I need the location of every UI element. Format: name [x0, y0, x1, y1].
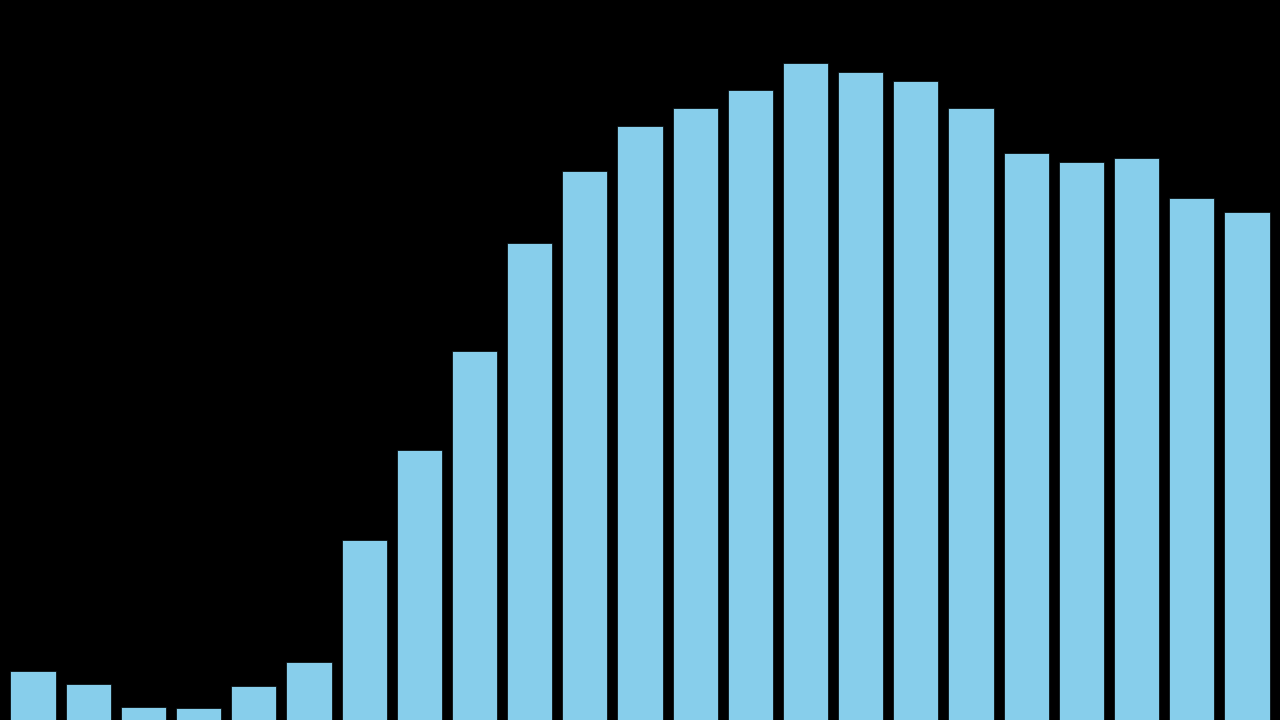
Bar: [562, 171, 608, 720]
Bar: [397, 450, 442, 720]
Bar: [342, 540, 387, 720]
Bar: [672, 108, 718, 720]
Bar: [783, 63, 828, 720]
Bar: [1224, 212, 1270, 720]
Bar: [287, 662, 332, 720]
Bar: [948, 108, 993, 720]
Bar: [617, 126, 663, 720]
Bar: [838, 72, 883, 720]
Bar: [728, 90, 773, 720]
Bar: [175, 708, 221, 720]
Bar: [1169, 198, 1215, 720]
Bar: [120, 706, 166, 720]
Bar: [452, 351, 497, 720]
Bar: [1004, 153, 1048, 720]
Bar: [1059, 162, 1103, 720]
Bar: [1114, 158, 1160, 720]
Bar: [10, 670, 56, 720]
Bar: [65, 684, 111, 720]
Bar: [507, 243, 552, 720]
Bar: [893, 81, 938, 720]
Bar: [232, 685, 276, 720]
